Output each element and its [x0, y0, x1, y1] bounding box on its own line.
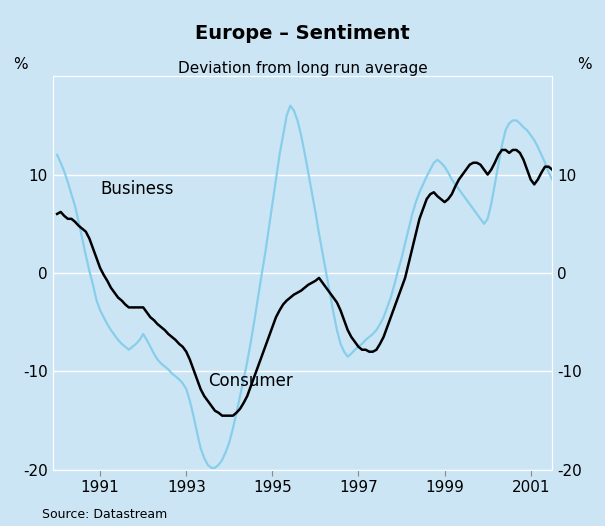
Title: Deviation from long run average: Deviation from long run average: [178, 61, 427, 76]
Text: %: %: [13, 57, 28, 72]
Text: Business: Business: [100, 180, 174, 198]
Text: Europe – Sentiment: Europe – Sentiment: [195, 24, 410, 43]
Text: Source: Datastream: Source: Datastream: [42, 508, 168, 521]
Text: Consumer: Consumer: [208, 372, 293, 390]
Text: %: %: [577, 57, 592, 72]
